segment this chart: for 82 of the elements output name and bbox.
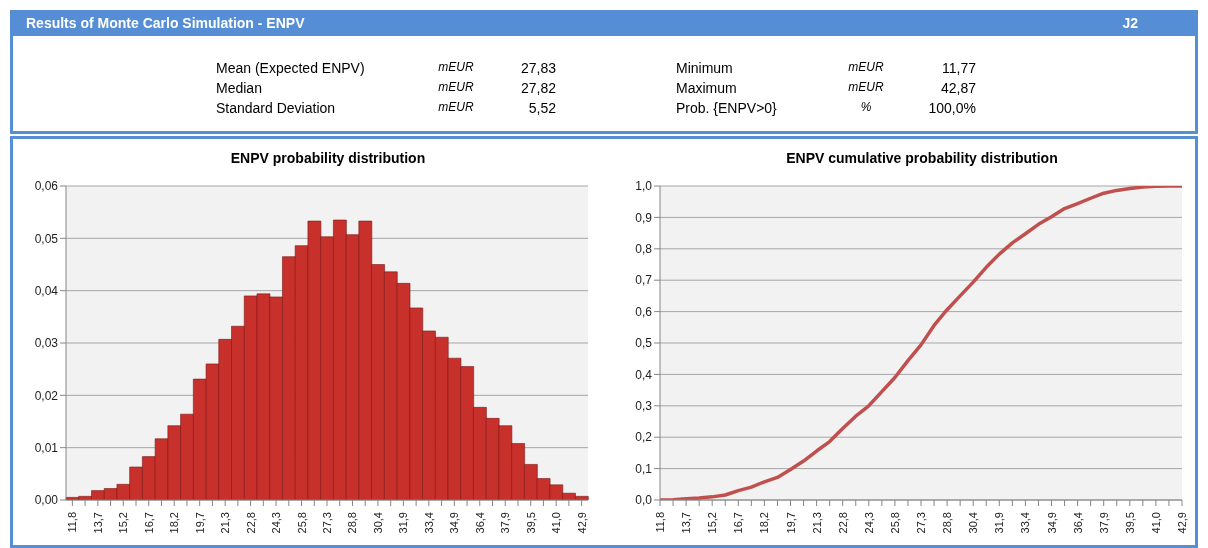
x-tick-label: 21,3 — [219, 512, 232, 534]
y-tick-label: 1,0 — [635, 179, 653, 194]
text: Mean (Expected ENPV) — [216, 60, 366, 78]
x-tick-label: 25,8 — [888, 512, 901, 534]
x-tick-label: 16,7 — [142, 512, 155, 534]
text: J2 — [1122, 15, 1138, 31]
x-tick-label: 25,8 — [295, 512, 308, 534]
x-tick-label: 18,2 — [168, 512, 181, 534]
x-tick-label: 21,3 — [810, 512, 823, 534]
x-tick-label: 33,4 — [1019, 512, 1032, 534]
y-tick-label: 0,4 — [635, 367, 653, 382]
y-tick-label: 0,06 — [34, 179, 59, 194]
x-tick-label: 19,7 — [784, 512, 797, 534]
text: Prob. {ENPV>0} — [675, 100, 778, 118]
x-tick-label: 33,4 — [422, 512, 435, 534]
x-tick-label: 22,8 — [244, 512, 257, 534]
text: Standard Deviation — [216, 100, 337, 118]
text: mEUR — [847, 80, 885, 96]
x-tick-label: 31,9 — [993, 512, 1006, 534]
y-tick-label: 0,8 — [635, 242, 653, 257]
y-tick-label: 0,2 — [635, 430, 653, 445]
x-tick-label: 30,4 — [967, 512, 980, 534]
x-tick-label: 39,5 — [1123, 512, 1136, 534]
text: mEUR — [847, 60, 885, 76]
y-tick-label: 0,1 — [635, 461, 653, 476]
x-tick-label: 39,5 — [524, 512, 537, 534]
x-tick-label: 11,8 — [66, 512, 79, 533]
y-tick-label: 0,0 — [635, 493, 653, 508]
x-tick-label: 28,8 — [346, 512, 359, 534]
y-tick-label: 0,6 — [635, 304, 653, 319]
text: mEUR — [437, 60, 475, 76]
text: 5,52 — [527, 100, 556, 118]
text: 11,77 — [941, 60, 976, 78]
x-tick-label: 37,9 — [1097, 512, 1110, 534]
x-tick-label: 19,7 — [193, 512, 206, 534]
x-tick-label: 27,3 — [915, 512, 927, 534]
x-tick-label: 27,3 — [321, 512, 333, 534]
x-tick-label: 41,0 — [550, 512, 563, 534]
text: 100,0% — [927, 100, 976, 118]
text: % — [859, 100, 873, 116]
x-tick-label: 28,8 — [941, 512, 954, 534]
y-tick-label: 0,02 — [34, 388, 59, 403]
x-tick-label: 18,2 — [758, 512, 771, 534]
x-tick-label: 36,4 — [1071, 512, 1084, 534]
chart-title: ENPV cumulative probability distribution — [785, 150, 1059, 168]
x-tick-label: 42,9 — [575, 512, 588, 534]
text: Median — [216, 80, 263, 98]
x-tick-label: 30,4 — [371, 512, 384, 534]
x-tick-label: 34,9 — [1045, 512, 1058, 534]
x-tick-label: 15,2 — [117, 512, 130, 534]
y-tick-label: 0,01 — [34, 440, 59, 455]
y-tick-label: 0,5 — [635, 336, 653, 351]
text: Results of Monte Carlo Simulation - ENPV — [26, 15, 305, 31]
text: mEUR — [437, 100, 475, 116]
x-tick-label: 41,0 — [1149, 512, 1162, 534]
y-tick-label: 0,04 — [34, 283, 59, 298]
text: mEUR — [437, 80, 475, 96]
x-tick-label: 13,7 — [680, 512, 693, 534]
x-tick-label: 31,9 — [397, 512, 410, 534]
chart-title: ENPV probability distribution — [229, 150, 427, 168]
text: Maximum — [675, 80, 738, 98]
y-tick-label: 0,03 — [34, 336, 59, 351]
x-tick-label: 36,4 — [473, 512, 486, 534]
x-tick-label: 22,8 — [836, 512, 849, 534]
x-tick-label: 42,9 — [1176, 512, 1188, 534]
x-tick-label: 16,7 — [732, 512, 745, 534]
x-tick-label: 37,9 — [499, 512, 512, 534]
y-tick-label: 0,05 — [34, 231, 59, 246]
y-tick-label: 0,7 — [635, 273, 653, 288]
text: 27,83 — [519, 60, 556, 78]
y-tick-label: 0,9 — [635, 210, 653, 225]
x-tick-label: 11,8 — [654, 512, 666, 533]
x-tick-label: 24,3 — [270, 512, 283, 534]
x-tick-label: 13,7 — [91, 512, 104, 534]
text: Minimum — [675, 60, 734, 78]
x-tick-label: 34,9 — [448, 512, 461, 534]
text: 42,87 — [939, 80, 976, 98]
x-tick-label: 24,3 — [862, 512, 875, 534]
y-tick-label: 0,3 — [635, 399, 653, 414]
x-tick-label: 15,2 — [706, 512, 719, 534]
text: 27,82 — [519, 80, 556, 98]
y-tick-label: 0,00 — [34, 493, 59, 508]
